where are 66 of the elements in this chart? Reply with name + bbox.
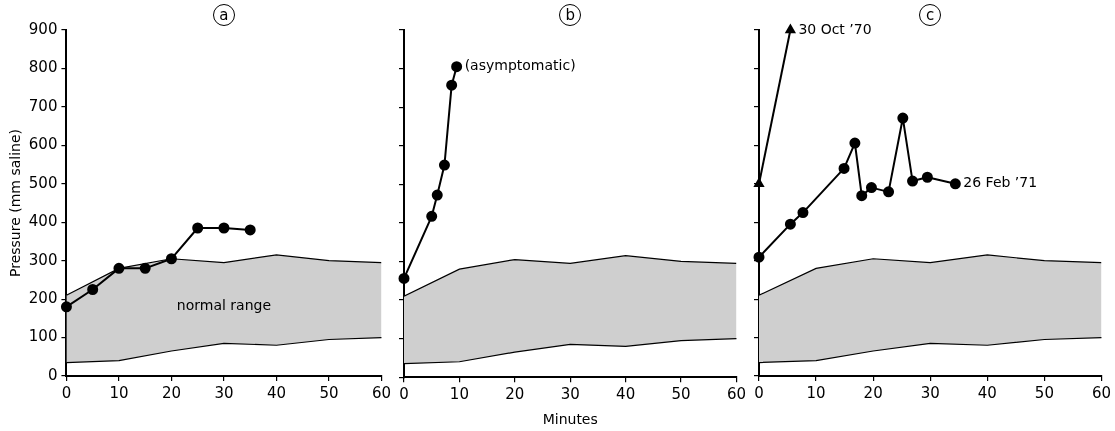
x-tick-label: 50 <box>671 385 691 404</box>
point <box>856 190 868 202</box>
point <box>426 210 438 222</box>
point <box>838 162 850 174</box>
y-axis-title: Pressure (mm saline) <box>7 128 24 278</box>
x-tick-label: 20 <box>505 385 525 404</box>
x-tick-label: 60 <box>1091 383 1111 402</box>
point <box>192 222 204 234</box>
x-tick-label: 30 <box>214 383 234 402</box>
x-tick-label: 30 <box>560 385 580 404</box>
y-tick-label: 400 <box>28 212 58 231</box>
x-tick-label: 40 <box>616 385 636 404</box>
point <box>244 224 256 236</box>
point <box>398 272 410 284</box>
x-tick-label: 50 <box>319 383 339 402</box>
x-tick-label: 40 <box>977 383 997 402</box>
x-tick-label: 10 <box>449 385 469 404</box>
point <box>438 159 450 171</box>
y-tick-label: 700 <box>28 96 58 115</box>
point <box>451 61 463 73</box>
annotation: (asymptomatic) <box>464 57 576 74</box>
y-tick-label: 300 <box>28 250 58 269</box>
point <box>165 253 177 265</box>
point <box>446 79 458 91</box>
y-tick-label: 500 <box>28 173 58 192</box>
chart-title: a <box>212 4 235 26</box>
point <box>784 218 796 230</box>
point <box>849 137 861 149</box>
point <box>218 222 230 234</box>
x-tick-label: 40 <box>266 383 286 402</box>
point <box>87 284 99 295</box>
x-tick-label: 50 <box>1034 383 1054 402</box>
x-tick-label: 20 <box>863 383 883 402</box>
x-tick-label: 10 <box>806 383 826 402</box>
point <box>753 251 765 263</box>
y-tick-label: 900 <box>28 19 58 38</box>
point <box>883 186 895 198</box>
chart-title: b <box>559 4 582 26</box>
x-tick-label: 60 <box>371 383 391 402</box>
x-tick-label: 30 <box>920 383 940 402</box>
annotation: 30 Oct ’70 <box>798 20 872 37</box>
point <box>139 262 151 274</box>
point <box>921 171 933 183</box>
x-tick-label: 60 <box>726 385 746 404</box>
point <box>797 207 809 219</box>
point <box>897 112 909 124</box>
chart-title: c <box>919 4 942 26</box>
point <box>907 175 919 187</box>
point <box>60 301 72 313</box>
y-tick-label: 800 <box>28 58 58 77</box>
point <box>431 189 443 201</box>
x-tick-label: 0 <box>399 385 409 404</box>
y-tick-label: 0 <box>47 365 58 384</box>
point <box>865 182 877 194</box>
x-tick-label: 20 <box>161 383 181 402</box>
x-tick-label: 0 <box>61 383 72 402</box>
y-tick-label: 600 <box>28 135 58 154</box>
point <box>949 178 961 190</box>
annotation: normal range <box>176 297 272 314</box>
x-axis-title: Minutes <box>542 411 598 428</box>
annotation: 26 Feb ’71 <box>963 174 1038 191</box>
point <box>113 262 125 274</box>
y-tick-label: 100 <box>28 327 58 346</box>
x-tick-label: 0 <box>754 383 764 402</box>
x-tick-label: 10 <box>109 383 129 402</box>
y-tick-label: 200 <box>28 289 58 307</box>
